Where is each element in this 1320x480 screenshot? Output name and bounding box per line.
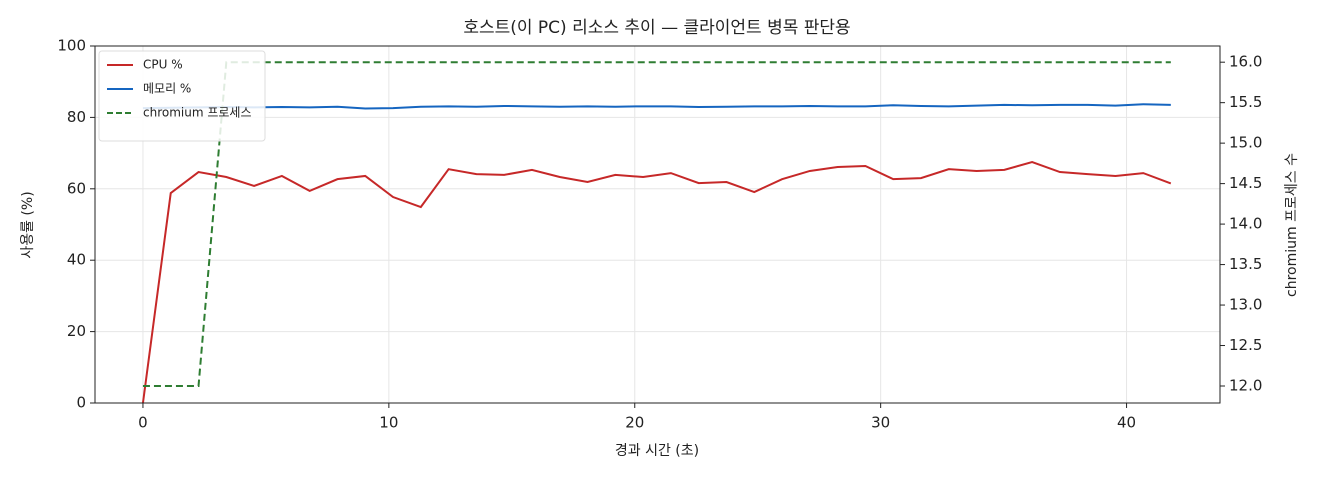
plot-frame xyxy=(94,45,1221,404)
y-tick-label: 20 xyxy=(67,322,86,340)
y2-tick-label: 15.5 xyxy=(1229,93,1262,111)
x-tick-label: 30 xyxy=(871,414,890,432)
x-tick-label: 40 xyxy=(1117,414,1136,432)
y-tick-label: 40 xyxy=(67,251,86,269)
y-tick-label: 0 xyxy=(76,394,86,412)
y2-tick-label: 13.0 xyxy=(1229,296,1262,314)
series-line xyxy=(142,61,1171,387)
legend-box xyxy=(98,50,266,142)
series-line xyxy=(142,103,1171,110)
legend: CPU % 메모리 % chromium 프로세스 xyxy=(98,50,266,142)
y-tick-label: 80 xyxy=(67,108,86,126)
x-axis-label: 경과 시간 (초) xyxy=(615,443,699,459)
x-tick-label: 0 xyxy=(138,414,148,432)
y-axis-label: 사용률 (%) xyxy=(20,191,36,258)
series-line xyxy=(141,160,1172,404)
legend-label: 메모리 % xyxy=(143,82,191,96)
legend-label: chromium 프로세스 xyxy=(143,106,252,120)
x-tick-label: 20 xyxy=(625,414,644,432)
legend-label: CPU % xyxy=(143,58,183,72)
y2-tick-label: 14.0 xyxy=(1229,215,1262,233)
y2-tick-label: 16.0 xyxy=(1229,53,1262,71)
y-tick-label: 100 xyxy=(57,37,86,55)
y2-tick-label: 14.5 xyxy=(1229,174,1262,192)
chart-title: 호스트(이 PC) 리소스 추이 — 클라이언트 병목 판단용 xyxy=(463,18,850,38)
y2-axis-label: chromium 프로세스 수 xyxy=(1284,153,1300,297)
y2-tick-label: 12.5 xyxy=(1229,336,1262,354)
x-tick-label: 10 xyxy=(379,414,398,432)
y-tick-label: 60 xyxy=(67,179,86,197)
y2-tick-label: 15.0 xyxy=(1229,134,1262,152)
y2-tick-label: 13.5 xyxy=(1229,255,1262,273)
y2-tick-label: 12.0 xyxy=(1229,377,1262,395)
